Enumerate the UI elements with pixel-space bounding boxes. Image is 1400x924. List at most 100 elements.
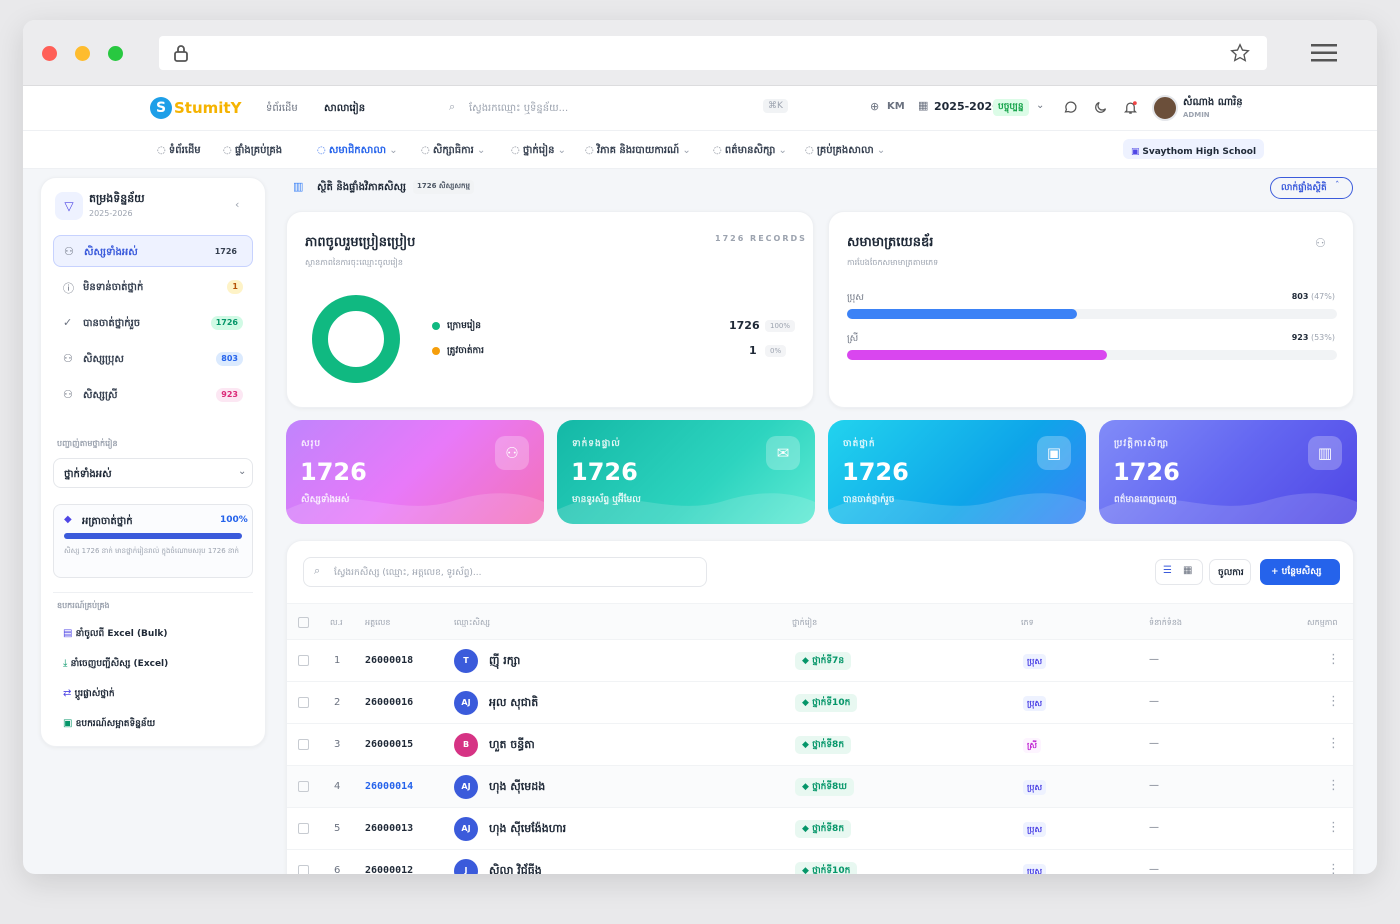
nav-link-school[interactable]: សាលារៀន bbox=[324, 103, 366, 114]
more-actions-icon[interactable]: ⋮ bbox=[1327, 820, 1340, 835]
gauge-icon: ◌ bbox=[157, 145, 169, 156]
grid-view-icon[interactable]: ▦ bbox=[1183, 565, 1193, 576]
student-id[interactable]: 26000018 bbox=[365, 655, 414, 666]
stat-value: 1726 bbox=[300, 458, 367, 486]
table-row[interactable]: 1 26000018 T ញ៉ី រក្សា ◆ ថ្នាក់ទី7ន ប្រុស — ⋮ bbox=[287, 639, 1353, 681]
subnav-item-2[interactable]: ◌ សមាជិកសាលា ⌄ bbox=[317, 143, 398, 158]
avatar[interactable] bbox=[1152, 95, 1178, 121]
app-logo[interactable]: StumitY bbox=[174, 99, 242, 117]
stat-card-0[interactable]: សរុប 1726 សិស្សទាំងអស់ ⚇ bbox=[286, 420, 544, 524]
avatar: J bbox=[454, 859, 478, 874]
subnav-item-5[interactable]: ◌ វិភាគ និងរបាយការណ៍ ⌄ bbox=[585, 143, 691, 158]
table-row[interactable]: 3 26000015 B ហួត ចន្ធីតា ◆ ថ្នាក់ទី8ក ស្រី — ⋮ bbox=[287, 723, 1353, 765]
sidebar-filter-4[interactable]: ⚇ សិស្សស្រី 923 bbox=[53, 379, 253, 411]
table-row[interactable]: 6 26000012 J សិលា វិជ័ធីង ◆ ថ្នាក់ទី10ក ប្រុស… bbox=[287, 849, 1353, 874]
filter-count-badge: 803 bbox=[216, 352, 243, 366]
student-id[interactable]: 26000012 bbox=[365, 865, 414, 874]
maximize-window-button[interactable] bbox=[108, 46, 123, 61]
class-select[interactable]: ថ្នាក់ទាំងអស់ ⌄ bbox=[53, 458, 253, 488]
sidebar-filter-3[interactable]: ⚇ សិស្សប្រុស 803 bbox=[53, 343, 253, 375]
sort-label: ចូលការ bbox=[1218, 568, 1244, 578]
user-menu-chevron-icon[interactable]: ⌄ bbox=[1235, 100, 1244, 111]
subnav-item-4[interactable]: ◌ ថ្នាក់រៀន ⌄ bbox=[511, 143, 566, 158]
close-window-button[interactable] bbox=[42, 46, 57, 61]
subnav-item-7[interactable]: ◌ គ្រប់គ្រងសាលា ⌄ bbox=[805, 143, 885, 158]
student-name[interactable]: ហុង ស៊ីមេដង bbox=[489, 780, 546, 793]
stat-card-1[interactable]: ទាក់ទងផ្ទាល់ 1726 មានទូរស័ព្ទ ឬអ៊ីមែល ✉ bbox=[557, 420, 815, 524]
row-checkbox[interactable] bbox=[298, 697, 309, 708]
subnav-item-1[interactable]: ◌ ផ្ទាំងគ្រប់គ្រង bbox=[223, 143, 282, 158]
stat-label: សរុប bbox=[301, 439, 322, 449]
browser-window: S StumitY ទំព័រដើម សាលារៀន ⌕ ស្វែងរកឈ្មោ… bbox=[23, 20, 1377, 874]
stat-label: ប្រវត្តិការសិក្សា bbox=[1114, 439, 1170, 449]
class-section-title: បញ្ជាញ់តាមថ្នាក់រៀន bbox=[57, 439, 118, 448]
progress-fill bbox=[64, 533, 242, 539]
student-id[interactable]: 26000015 bbox=[365, 739, 414, 750]
subnav-item-6[interactable]: ◌ ពត៌មានសិក្សា ⌄ bbox=[713, 143, 787, 158]
language-switch[interactable]: KM bbox=[887, 101, 905, 112]
subnav-item-3[interactable]: ◌ សិក្សាធិការ ⌄ bbox=[421, 143, 485, 158]
more-actions-icon[interactable]: ⋮ bbox=[1327, 778, 1340, 793]
student-id[interactable]: 26000016 bbox=[365, 697, 414, 708]
class-name: ថ្នាក់ទី8ក bbox=[812, 824, 845, 834]
select-all-checkbox[interactable] bbox=[298, 617, 309, 628]
stat-card-2[interactable]: ចាត់ថ្នាក់ 1726 បានចាត់ថ្នាក់រួច ▣ bbox=[828, 420, 1086, 524]
tool-item-1[interactable]: ⤓ នាំចេញបញ្ជីសិស្ស (Excel) bbox=[63, 651, 168, 671]
row-checkbox[interactable] bbox=[298, 781, 309, 792]
student-name[interactable]: ហួត ចន្ធីតា bbox=[489, 738, 535, 751]
school-icon: ▣ bbox=[1131, 147, 1143, 157]
subnav-label: វិភាគ និងរបាយការណ៍ bbox=[596, 145, 680, 156]
add-student-button[interactable]: + បន្ថែមសិស្ស bbox=[1260, 559, 1340, 585]
more-actions-icon[interactable]: ⋮ bbox=[1327, 736, 1340, 751]
global-search[interactable]: ⌕ ស្វែងរកឈ្មោះ ឬទិន្នន័យ... ⌘K bbox=[441, 95, 791, 121]
sort-button[interactable]: ចូលការ bbox=[1209, 559, 1251, 585]
more-actions-icon[interactable]: ⋮ bbox=[1327, 694, 1340, 709]
row-checkbox[interactable] bbox=[298, 739, 309, 750]
tool-item-2[interactable]: ⇄ ប្ដូរផ្លាស់ថ្នាក់ bbox=[63, 681, 115, 701]
table-row[interactable]: 4 26000014 AJ ហុង ស៊ីមេដង ◆ ថ្នាក់ទី8ឃ ប្រុស —… bbox=[287, 765, 1353, 807]
school-badge[interactable]: ▣ Svaythom High School bbox=[1123, 139, 1265, 159]
sidebar-filter-2[interactable]: ✓ បានចាត់ថ្នាក់រួច 1726 bbox=[53, 307, 253, 339]
moon-icon[interactable] bbox=[1093, 100, 1108, 115]
chevron-down-icon[interactable]: ⌄ bbox=[1036, 100, 1045, 111]
row-checkbox[interactable] bbox=[298, 655, 309, 666]
sidebar-filter-1[interactable]: ⓘ មិនទាន់ចាត់ថ្នាក់ 1 bbox=[53, 271, 253, 303]
collapse-chevron-icon[interactable]: ‹ bbox=[235, 198, 240, 211]
global-search-input[interactable]: ស្វែងរកឈ្មោះ ឬទិន្នន័យ... bbox=[469, 103, 569, 114]
tool-item-3[interactable]: ▣ ឧបករណ៍សម្អាតទិន្នន័យ bbox=[63, 711, 155, 731]
more-actions-icon[interactable]: ⋮ bbox=[1327, 862, 1340, 874]
star-icon[interactable] bbox=[1230, 43, 1250, 63]
chat-icon[interactable] bbox=[1063, 100, 1078, 115]
chevron-up-icon: ˆ bbox=[1335, 181, 1340, 191]
academic-year[interactable]: 2025-2026 bbox=[934, 100, 1000, 113]
address-bar[interactable] bbox=[159, 36, 1267, 70]
legend-value: 1726 bbox=[729, 319, 760, 332]
minimize-window-button[interactable] bbox=[75, 46, 90, 61]
row-checkbox[interactable] bbox=[298, 865, 309, 874]
sidebar-filter-0[interactable]: ⚇ សិស្សទាំងអស់ 1726 bbox=[53, 235, 253, 267]
row-number: 5 bbox=[334, 823, 341, 834]
student-id[interactable]: 26000013 bbox=[365, 823, 414, 834]
table-row[interactable]: 5 26000013 AJ ហុង ស៊ីមេង៉ែងហារ ◆ ថ្នាក់ទី8ក ប… bbox=[287, 807, 1353, 849]
class-name: ថ្នាក់ទី7ន bbox=[812, 656, 845, 666]
student-name[interactable]: ហុង ស៊ីមេង៉ែងហារ bbox=[489, 822, 567, 835]
student-search[interactable]: ⌕ ស្វែងរកសិស្ស (ឈ្មោះ, អត្តលេខ, ទូរស័ព្ទ… bbox=[303, 557, 707, 587]
student-name[interactable]: អុល សុជាតិ bbox=[489, 696, 539, 709]
more-actions-icon[interactable]: ⋮ bbox=[1327, 652, 1340, 667]
row-checkbox[interactable] bbox=[298, 823, 309, 834]
student-id[interactable]: 26000014 bbox=[365, 781, 414, 792]
student-name[interactable]: ញ៉ី រក្សា bbox=[489, 654, 521, 667]
bell-icon[interactable] bbox=[1123, 100, 1138, 115]
stat-card-3[interactable]: ប្រវត្តិការសិក្សា 1726 ពត៌មានពេញលេញ ▥ bbox=[1099, 420, 1357, 524]
student-search-input[interactable]: ស្វែងរកសិស្ស (ឈ្មោះ, អត្តលេខ, ទូរស័ព្ទ).… bbox=[334, 568, 482, 578]
toggle-stats-button[interactable]: លាក់ផ្ទាំងស្ថិតិ ˆ bbox=[1270, 177, 1353, 199]
subnav-item-0[interactable]: ◌ ទំព័រដើម bbox=[157, 143, 201, 158]
list-view-icon[interactable]: ☰ bbox=[1163, 565, 1172, 576]
subnav-label: ផ្ទាំងគ្រប់គ្រង bbox=[234, 145, 283, 156]
table-row[interactable]: 2 26000016 AJ អុល សុជាតិ ◆ ថ្នាក់ទី10ក ប្រុស —… bbox=[287, 681, 1353, 723]
hamburger-icon[interactable] bbox=[1311, 42, 1337, 64]
nav-link-home[interactable]: ទំព័រដើម bbox=[266, 103, 298, 114]
student-name[interactable]: សិលា វិជ័ធីង bbox=[489, 864, 542, 874]
logo-icon: S bbox=[150, 97, 172, 119]
tool-item-0[interactable]: ▤ នាំចូលពី Excel (Bulk) bbox=[63, 621, 168, 641]
